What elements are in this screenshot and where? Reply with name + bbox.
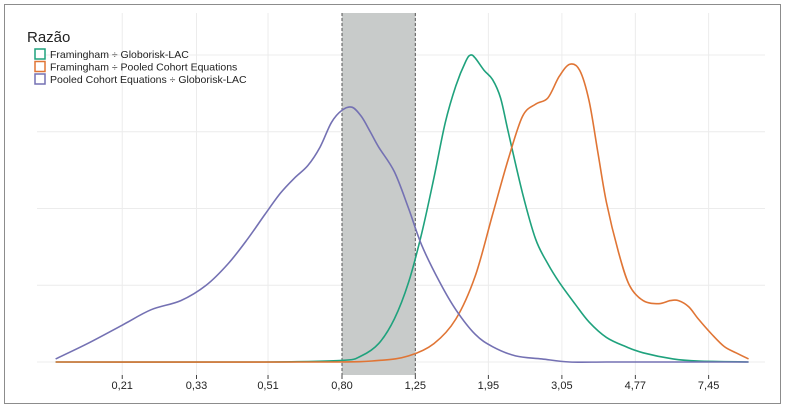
shaded-region (341, 13, 416, 375)
series-layer (55, 54, 749, 364)
x-tick-label-7: 4,77 (625, 380, 646, 392)
legend-label-framingham-pooled-cohort-equations: Framingham ÷ Pooled Cohort Equations (50, 62, 237, 74)
x-tick-label-2: 0,51 (257, 380, 278, 392)
density-chart: 0,21 0,33 0,51 0,80 1,25 1,95 3,05 4,77 7,45 Raz… (27, 13, 765, 392)
legend-key-pooled-cohort-equations-globorisk-lac (34, 73, 46, 85)
x-tick-label-1: 0,33 (186, 380, 207, 392)
x-axis: 0,21 0,33 0,51 0,80 1,25 1,95 3,05 4,77 7,45 (112, 375, 719, 392)
shaded-region-layer (341, 13, 416, 375)
legend-label-pooled-cohort-equations-globorisk-lac: Pooled Cohort Equations ÷ Globorisk-LAC (50, 74, 247, 86)
legend: Razão Framingham ÷ Globorisk-LACFramingh… (27, 29, 247, 86)
series-line-framingham-globorisk-lac (55, 54, 749, 363)
x-tick-label-6: 3,05 (551, 380, 572, 392)
legend-key-framingham-globorisk-lac (34, 48, 46, 60)
x-tick-label-8: 7,45 (698, 380, 719, 392)
x-tick-label-0: 0,21 (112, 380, 133, 392)
legend-title: Razão (27, 29, 70, 46)
legend-key-framingham-pooled-cohort-equations (34, 60, 46, 73)
chart-frame: 0,21 0,33 0,51 0,80 1,25 1,95 3,05 4,77 7,45 Raz… (4, 4, 781, 404)
x-tick-label-3: 0,80 (331, 380, 352, 392)
series-line-pooled-cohort-equations-globorisk-lac (55, 106, 749, 364)
x-tick-label-5: 1,95 (478, 380, 499, 392)
series-line-framingham-pooled-cohort-equations (55, 63, 749, 363)
legend-label-framingham-globorisk-lac: Framingham ÷ Globorisk-LAC (50, 49, 189, 61)
x-tick-label-4: 1,25 (405, 380, 426, 392)
